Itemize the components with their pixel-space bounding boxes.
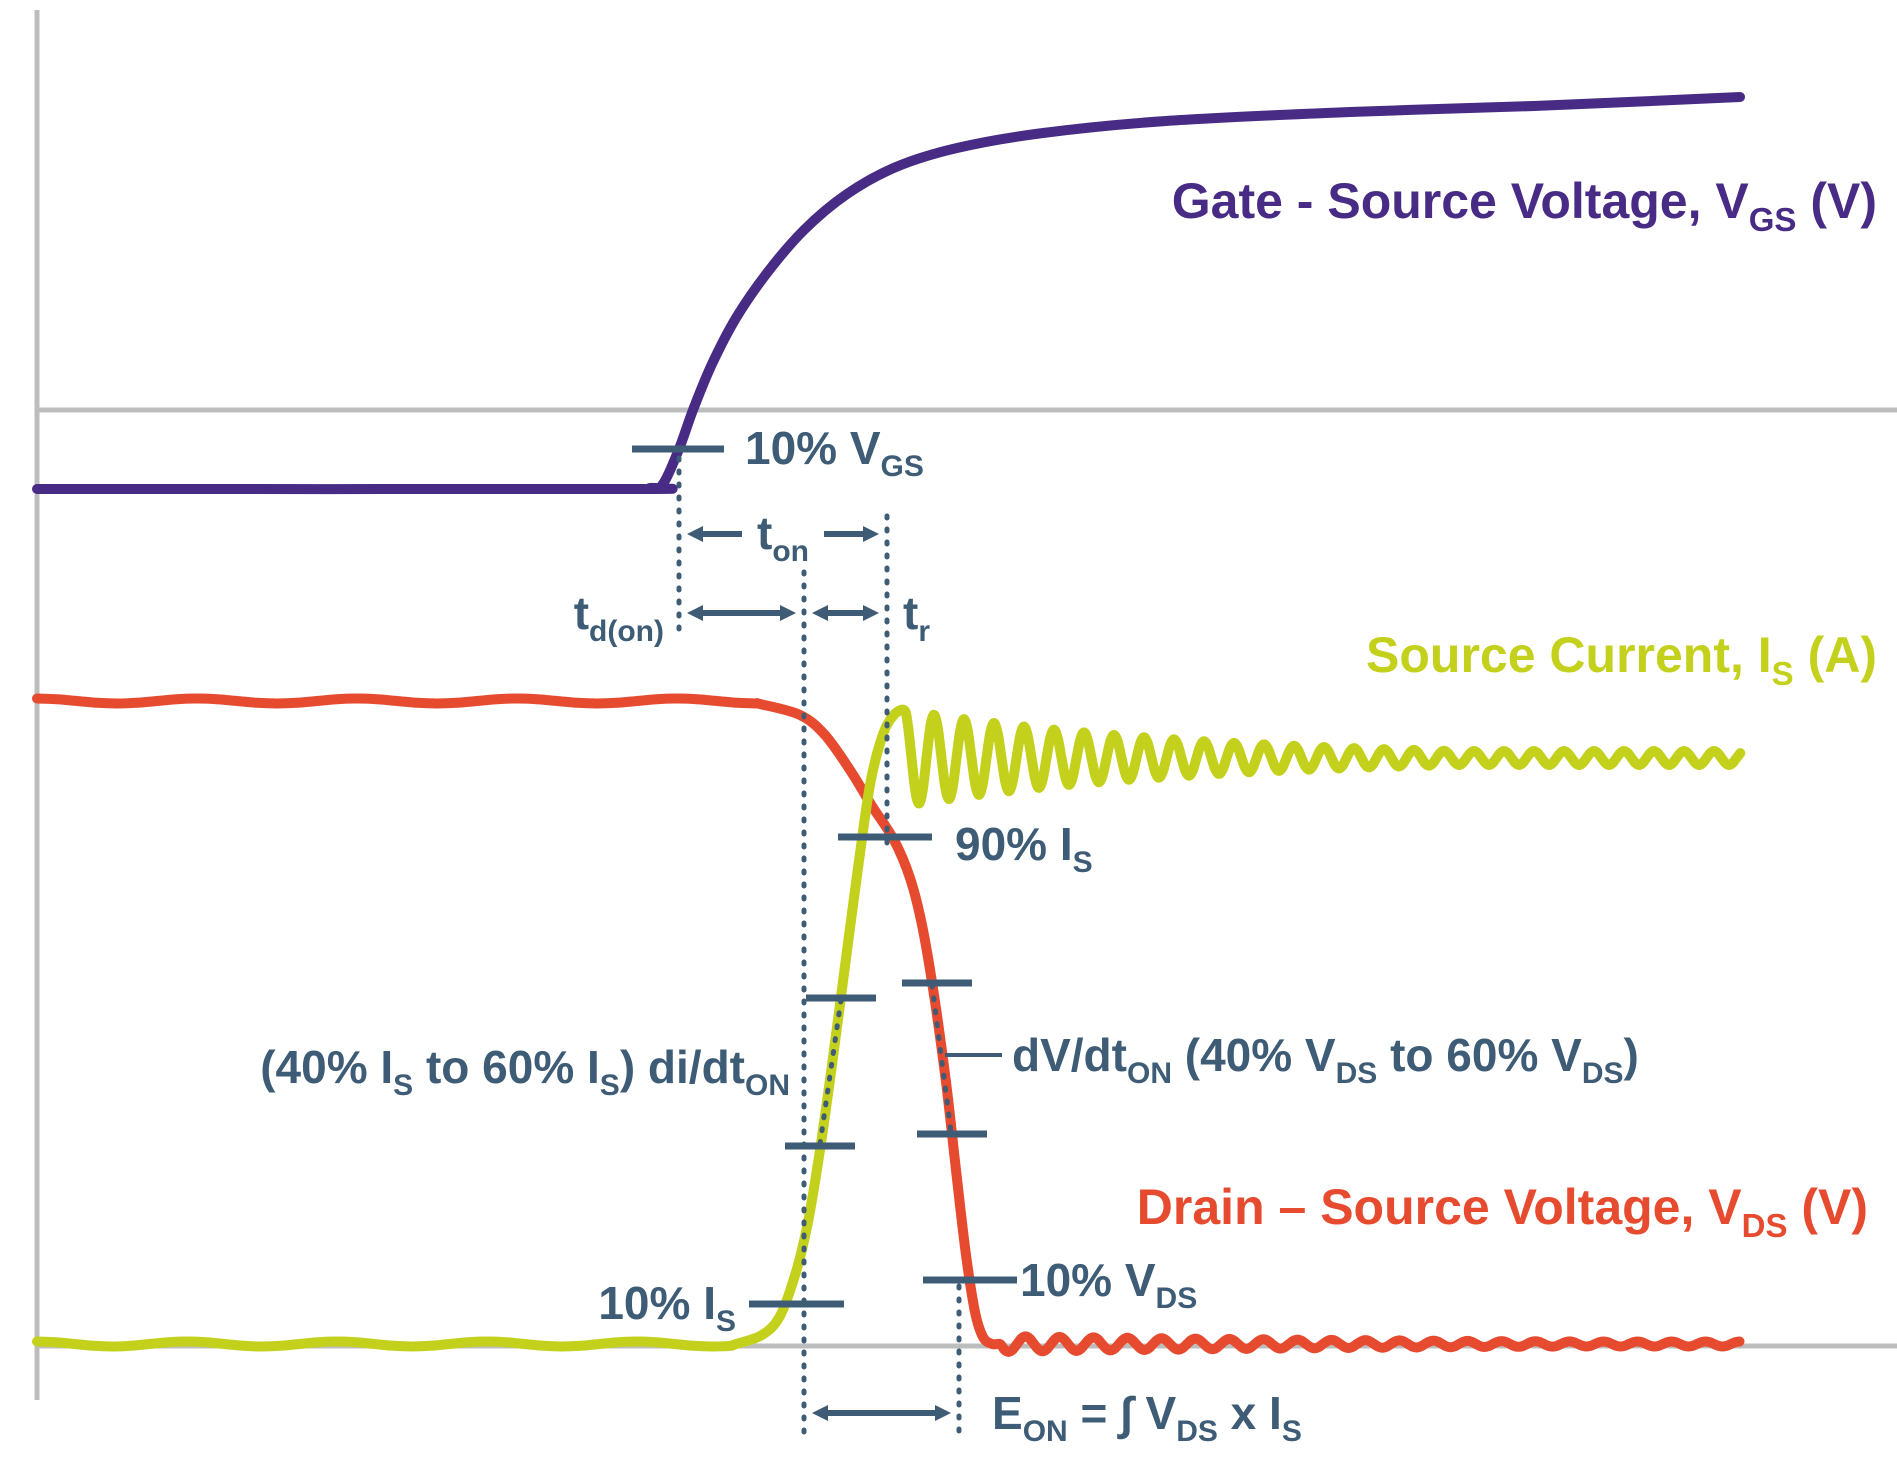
arrow-tr-head-right bbox=[863, 605, 879, 621]
gate-source-voltage-label: Gate - Source Voltage, VGS (V) bbox=[1172, 173, 1877, 238]
dvdt-label: dV/dtON (40% VDS to 60% VDS) bbox=[1012, 1029, 1639, 1090]
ton-label: ton bbox=[757, 507, 809, 568]
drain-source-voltage-label: Drain – Source Voltage, VDS (V) bbox=[1137, 1179, 1868, 1244]
is-90-percent-label: 90% IS bbox=[955, 818, 1093, 879]
arrow-ton-right-head-right bbox=[863, 526, 879, 542]
didt-label: (40% IS to 60% IS) di/dtON bbox=[260, 1041, 790, 1102]
arrow-ton-left-head-left bbox=[687, 526, 703, 542]
vgs-curve bbox=[32, 92, 1745, 495]
vgs-10-percent-label: 10% VGS bbox=[745, 422, 924, 483]
is-curve bbox=[32, 704, 1746, 1352]
eon-label: EON = ∫ VDS x IS bbox=[992, 1387, 1302, 1448]
arrow-td-on-head-right bbox=[780, 605, 796, 621]
source-current-label: Source Current, IS (A) bbox=[1366, 627, 1877, 692]
didt-slope-segment bbox=[817, 997, 844, 1147]
arrow-eon-head-right bbox=[935, 1405, 951, 1421]
td-on-label: td(on) bbox=[574, 587, 664, 648]
is-10-percent-label: 10% IS bbox=[598, 1277, 736, 1338]
dvdt-slope-segment bbox=[929, 982, 954, 1135]
vds-curve bbox=[32, 693, 1745, 1357]
arrow-tr-head-left bbox=[812, 605, 828, 621]
arrow-td-on-head-left bbox=[687, 605, 703, 621]
arrow-eon-head-left bbox=[812, 1405, 828, 1421]
vds-10-percent-label: 10% VDS bbox=[1020, 1254, 1197, 1315]
tr-label: tr bbox=[903, 587, 930, 648]
